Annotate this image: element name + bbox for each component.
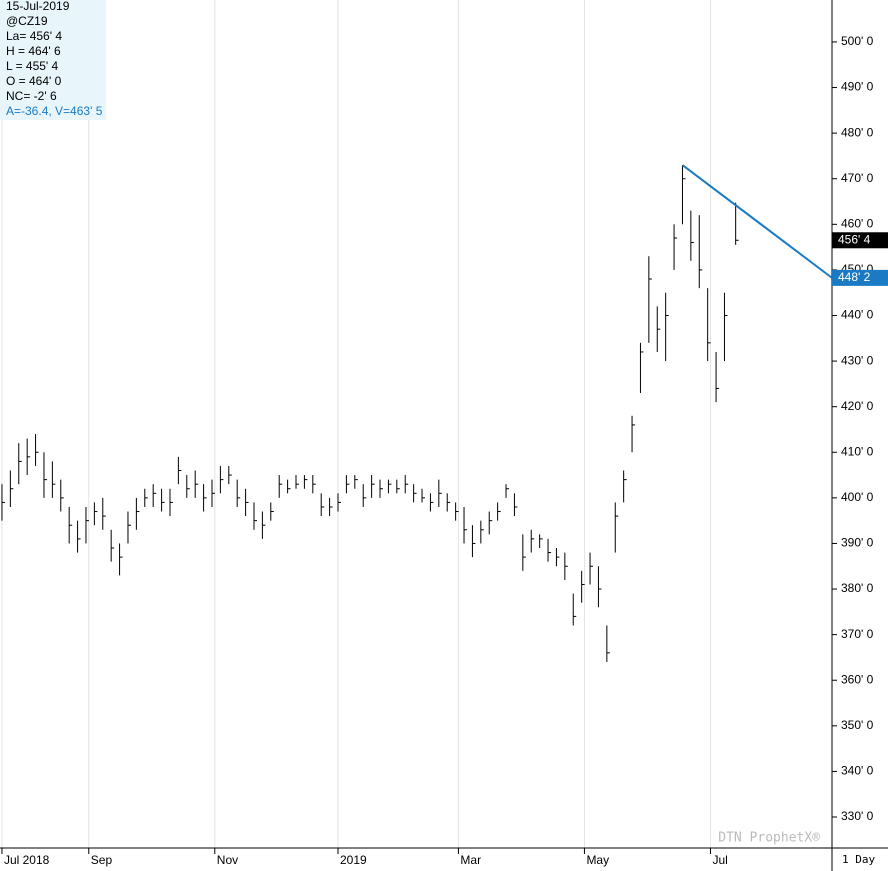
y-tick-label: 500' 0 [841, 34, 874, 48]
y-tick-label: 390' 0 [841, 536, 874, 550]
y-tick-label: 470' 0 [841, 171, 874, 185]
trend-price-label-box [832, 269, 888, 286]
info-high: H = 464' 6 [6, 44, 61, 58]
y-tick-label: 430' 0 [841, 353, 874, 367]
y-tick-label: 440' 0 [841, 308, 874, 322]
y-tick-label: 400' 0 [841, 490, 874, 504]
y-tick-label: 340' 0 [841, 764, 874, 778]
y-tick-label: 490' 0 [841, 80, 874, 94]
last-price-label-box [832, 232, 888, 249]
y-tick-label: 350' 0 [841, 718, 874, 732]
x-tick-label: Sep [91, 853, 113, 867]
x-tick-label: Jul 2018 [4, 853, 50, 867]
trend-price-label: 448' 2 [838, 270, 871, 284]
info-net-change: NC= -2' 6 [6, 89, 57, 103]
x-tick-label: May [586, 853, 609, 867]
y-tick-label: 360' 0 [841, 672, 874, 686]
y-tick-label: 380' 0 [841, 581, 874, 595]
y-tick-label: 410' 0 [841, 444, 874, 458]
info-low: L = 455' 4 [6, 59, 59, 73]
x-tick-label: Mar [460, 853, 481, 867]
trendline [681, 164, 833, 279]
info-trend: A=-36.4, V=463' 5 [6, 104, 103, 118]
y-tick-label: 330' 0 [841, 809, 874, 823]
x-tick-label: 2019 [340, 853, 367, 867]
y-tick-label: 460' 0 [841, 216, 874, 230]
y-tick-label: 480' 0 [841, 125, 874, 139]
y-tick-label: 370' 0 [841, 627, 874, 641]
y-tick-label: 420' 0 [841, 399, 874, 413]
info-symbol: @CZ19 [6, 14, 48, 28]
info-open: O = 464' 0 [6, 74, 62, 88]
last-price-label: 456' 4 [838, 232, 871, 246]
info-panel [0, 0, 106, 120]
x-tick-label: Jul [712, 853, 727, 867]
info-last: La= 456' 4 [6, 29, 62, 43]
info-date: 15-Jul-2019 [6, 0, 70, 13]
interval: 1 Day [842, 853, 875, 866]
x-tick-label: Nov [217, 853, 238, 867]
watermark: DTN ProphetX® [718, 831, 820, 846]
